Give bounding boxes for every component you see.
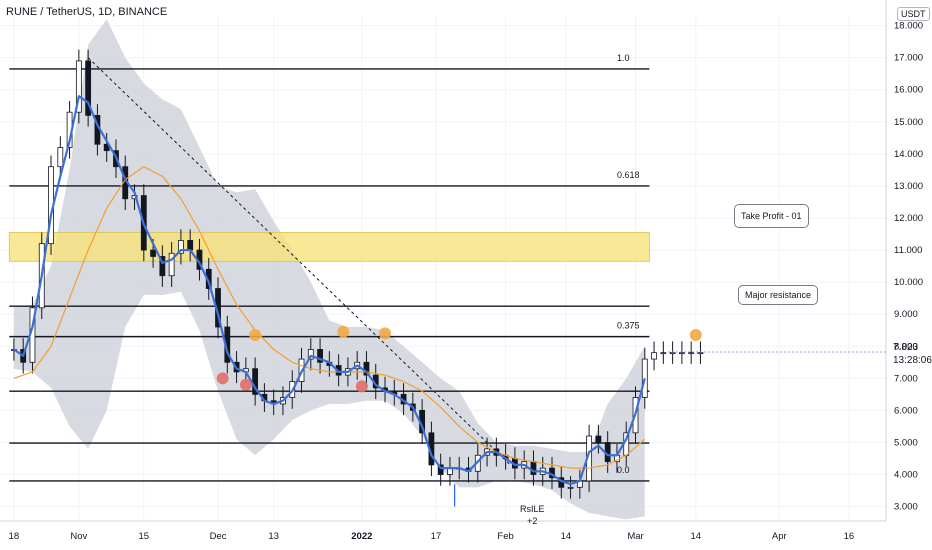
- y-tick-label: 10.000: [894, 277, 923, 288]
- last-price: 7.823: [893, 342, 919, 353]
- y-tick-label: 8.000: [894, 341, 918, 352]
- candle-body: [697, 352, 704, 355]
- x-tick-label: 16: [844, 531, 855, 542]
- trendline-dashed: [87, 57, 511, 466]
- y-tick-label: 15.000: [894, 117, 923, 128]
- candle-body: [85, 60, 92, 116]
- take-profit-zone: [8, 232, 650, 262]
- candle-body: [187, 240, 194, 251]
- candle-body: [363, 361, 370, 376]
- fib-level-label: 0.618: [617, 170, 640, 180]
- y-tick-label: 6.000: [894, 405, 918, 416]
- slow-ma-line: [13, 166, 646, 469]
- rsi-label-title: RsILE: [520, 504, 545, 514]
- candle-body: [150, 249, 156, 257]
- axes: 3.000 4.000 5.000 6.000 7.000 8.000 9.000 10.00…: [0, 0, 923, 542]
- fib-level-label: 1.0: [617, 53, 630, 63]
- y-tick-label: 14.000: [894, 149, 923, 160]
- x-tick-label: Mar: [627, 531, 643, 542]
- x-tick-label: 14: [561, 531, 572, 542]
- candle-body: [595, 435, 602, 443]
- y-tick-label: 4.000: [894, 470, 918, 481]
- x-tick-label: 18: [9, 531, 20, 542]
- candle-body: [651, 352, 657, 360]
- candle-body: [178, 240, 184, 254]
- y-tick-label: 18.000: [894, 21, 923, 32]
- x-tick-label: Apr: [772, 531, 787, 542]
- rsi-label-sub: +2: [527, 516, 538, 526]
- marker-red: [216, 372, 229, 385]
- rsi-label: RsILE +2: [520, 503, 545, 527]
- candle-body: [159, 256, 166, 277]
- candle-body: [669, 352, 676, 355]
- fast-ma-line: [13, 95, 646, 486]
- x-tick-label: 2022: [351, 531, 372, 542]
- candle-body: [317, 349, 323, 363]
- bollinger-band: [13, 19, 645, 520]
- marker-orange: [689, 329, 702, 342]
- x-tick-label: Dec: [210, 531, 227, 542]
- candle-body: [688, 352, 695, 355]
- fib-level-label: 0.0: [617, 465, 630, 475]
- candle-body: [660, 352, 667, 355]
- candle-body: [437, 464, 444, 475]
- y-tick-label: 13.000: [894, 181, 923, 192]
- candle-body: [530, 461, 537, 475]
- y-tick-label: 12.000: [894, 213, 923, 224]
- y-tick-label: 16.000: [894, 85, 923, 96]
- major-resistance-callout[interactable]: Major resistance: [738, 285, 819, 305]
- fib-level-label: 0.375: [617, 321, 640, 331]
- x-tick-label: Feb: [497, 531, 513, 542]
- marker-orange: [249, 329, 262, 342]
- currency-badge[interactable]: USDT: [897, 7, 930, 21]
- x-tick-label: 13: [268, 531, 279, 542]
- y-tick-label: 17.000: [894, 53, 923, 64]
- marker-orange: [379, 327, 392, 340]
- trendline: [87, 57, 511, 466]
- y-tick-label: 5.000: [894, 437, 918, 448]
- y-tick-label: 9.000: [894, 309, 918, 320]
- candle-body: [678, 352, 685, 355]
- marker-red: [355, 380, 368, 393]
- x-tick-label: 14: [691, 531, 702, 542]
- zone-rect: [8, 232, 650, 262]
- x-tick-label: 15: [139, 531, 150, 542]
- candle-body: [57, 147, 64, 168]
- marker-orange: [337, 325, 350, 338]
- bar-timer: 13:28:06: [893, 355, 932, 366]
- candle-body: [75, 60, 82, 113]
- take-profit-callout[interactable]: Take Profit - 01: [734, 204, 809, 228]
- moving-averages: [13, 95, 646, 486]
- y-tick-label: 11.000: [894, 245, 922, 256]
- candle-body: [168, 252, 175, 277]
- candle-body: [567, 486, 574, 489]
- chart-title: RUNE / TetherUS, 1D, BINANCE: [6, 6, 168, 18]
- price-readout: 7.823 13:28:06: [893, 341, 932, 367]
- candle-body: [307, 349, 314, 360]
- band-area: [13, 19, 645, 520]
- x-tick-label: 17: [431, 531, 442, 542]
- markers: [216, 325, 702, 507]
- x-tick-label: Nov: [70, 531, 87, 542]
- marker-red: [239, 378, 252, 391]
- y-tick-label: 7.000: [894, 373, 918, 384]
- y-tick-label: 3.000: [894, 502, 918, 513]
